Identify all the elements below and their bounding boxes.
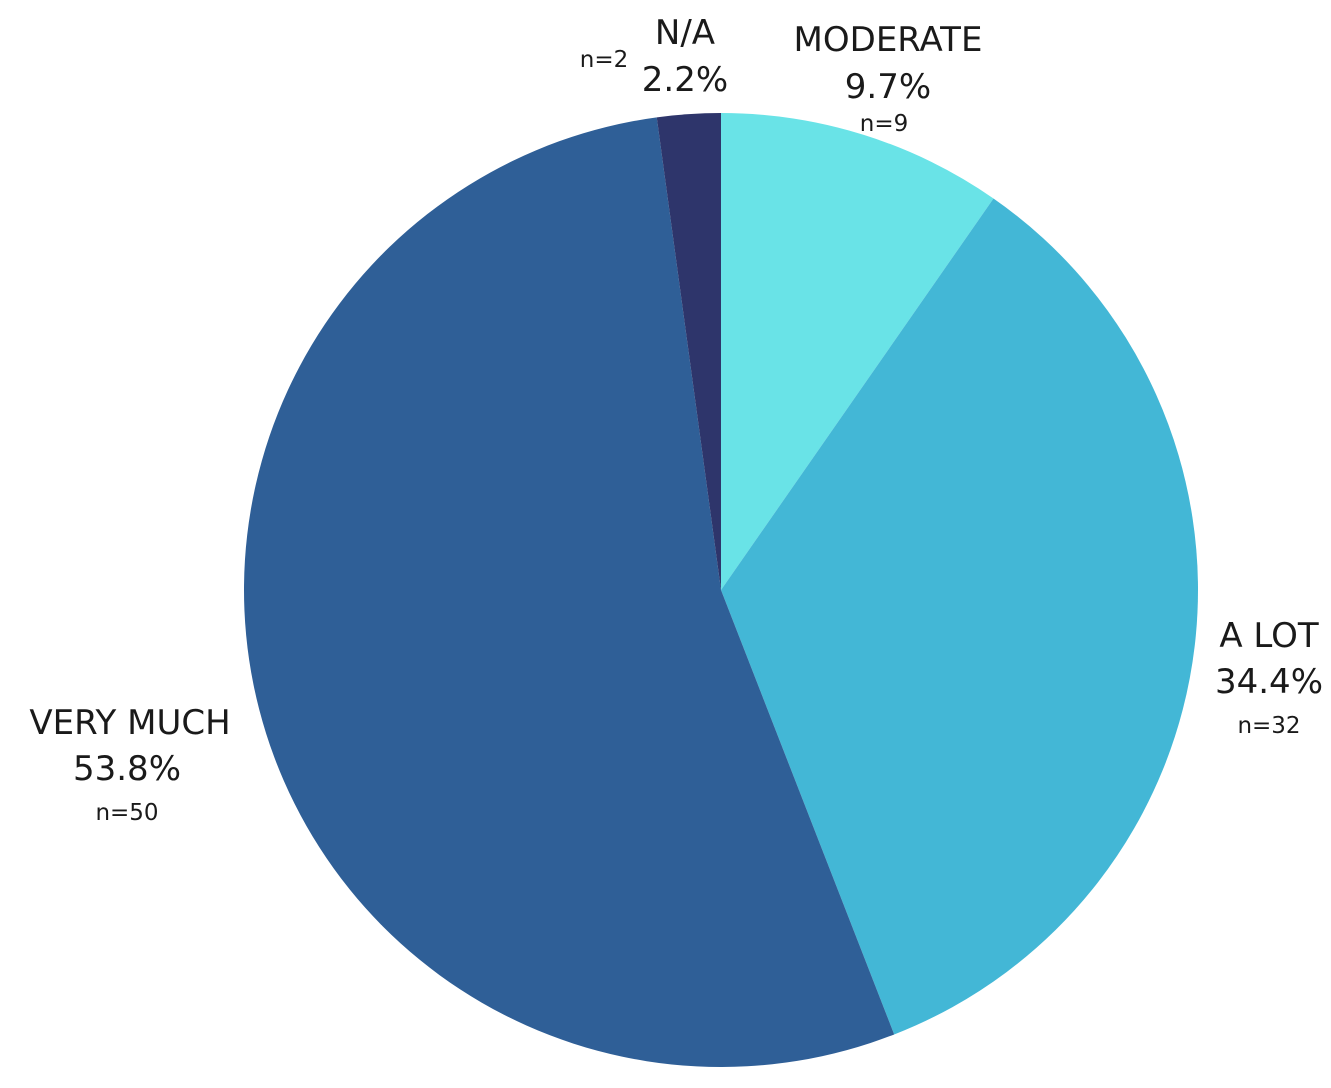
label-na-n: n=2: [580, 47, 628, 73]
label-na-name: N/A: [655, 13, 715, 53]
slice-a-lot: [721, 198, 1198, 1035]
label-a-lot-name: A LOT: [1219, 616, 1319, 656]
label-moderate-n: n=9: [860, 111, 908, 137]
label-very-much: VERY MUCH 53.8% n=50: [29, 703, 230, 826]
label-na-percent: 2.2%: [642, 60, 728, 100]
label-moderate-percent: 9.7%: [845, 67, 931, 107]
label-very-much-name: VERY MUCH: [29, 703, 230, 743]
slice-na: [656, 113, 721, 590]
pie-slices: [243, 113, 1198, 1068]
label-na: N/A 2.2% n=2: [580, 13, 728, 100]
label-very-much-n: n=50: [95, 800, 158, 826]
slice-moderate: [721, 113, 994, 590]
label-a-lot-percent: 34.4%: [1215, 662, 1323, 702]
label-a-lot-n: n=32: [1237, 713, 1300, 739]
label-moderate-name: MODERATE: [794, 20, 983, 60]
slice-very-much: [243, 117, 895, 1068]
label-moderate: MODERATE 9.7% n=9: [794, 20, 983, 137]
label-a-lot: A LOT 34.4% n=32: [1215, 616, 1323, 739]
label-very-much-percent: 53.8%: [73, 749, 181, 789]
